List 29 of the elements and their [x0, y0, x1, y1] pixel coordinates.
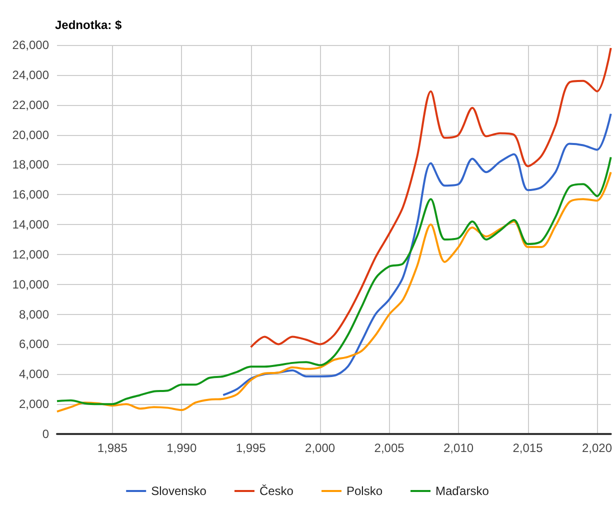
y-tick-label: 12,000 [12, 247, 50, 262]
x-tick-label: 2,015 [512, 441, 544, 455]
y-tick-label: 16,000 [12, 188, 50, 202]
x-tick-label: 1,985 [97, 441, 128, 455]
line-series [250, 46, 612, 348]
x-tick-label: 1,995 [236, 441, 266, 455]
y-tick-label: 24,000 [12, 68, 50, 82]
y-tick-label: 14,000 [12, 218, 50, 232]
y-tick-label: 0 [42, 427, 50, 441]
y-tick-label: 22,000 [12, 98, 50, 112]
y-tick-label: 8,000 [18, 307, 50, 322]
y-tick-label: 4,000 [18, 367, 50, 382]
legend-label: Česko [259, 484, 294, 498]
y-tick-label: 2,000 [18, 397, 50, 412]
y-tick-label: 26,000 [12, 38, 50, 52]
x-tick-label: 2,000 [305, 441, 336, 455]
legend-label: Maďarsko [436, 484, 490, 498]
x-tick-label: 1,990 [166, 441, 197, 455]
legend-label: Slovensko [151, 484, 207, 498]
x-tick-label: 2,010 [444, 441, 474, 455]
x-tick-label: 2,005 [374, 441, 405, 455]
y-tick-label: 10,000 [12, 277, 50, 292]
x-tick-label: 2,020 [582, 441, 612, 455]
line-series [222, 112, 612, 396]
y-tick-label: 6,000 [18, 337, 50, 352]
chart-title: Jednotka: $ [55, 18, 122, 32]
legend-label: Polsko [346, 484, 383, 498]
y-tick-label: 18,000 [12, 158, 50, 172]
y-tick-label: 20,000 [12, 128, 50, 142]
